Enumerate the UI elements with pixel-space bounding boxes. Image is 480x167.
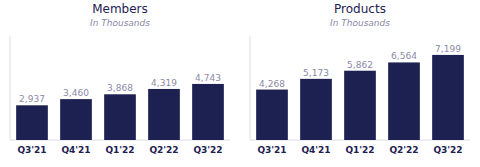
bar — [300, 79, 332, 140]
data-label: 5,173 — [303, 68, 329, 78]
data-label: 3,868 — [107, 83, 133, 93]
data-label: 2,937 — [19, 94, 45, 104]
x-tick-label: Q3'21 — [17, 145, 46, 155]
data-label: 7,199 — [435, 44, 461, 54]
x-tick-label: Q3'22 — [193, 145, 222, 155]
y-axis-line — [250, 36, 251, 140]
group-subtitle: In Thousands — [330, 18, 390, 28]
data-label: 5,862 — [347, 60, 373, 70]
x-tick-label: Q3'21 — [257, 145, 286, 155]
chart: Members In Thousands 2,937 Q3'21 3,460 Q4'21 3… — [0, 0, 480, 167]
bar — [344, 71, 376, 140]
x-tick-label: Q1'22 — [105, 145, 134, 155]
bar — [60, 99, 92, 140]
y-axis-line — [10, 36, 11, 140]
bar — [388, 62, 420, 140]
group-title: Products — [334, 2, 386, 16]
data-label: 4,743 — [195, 73, 221, 83]
group-subtitle: In Thousands — [90, 18, 150, 28]
data-label: 3,460 — [63, 88, 89, 98]
data-label: 6,564 — [391, 51, 417, 61]
bar — [256, 90, 288, 140]
group-title: Members — [92, 2, 148, 16]
x-tick-label: Q4'21 — [61, 145, 90, 155]
x-tick-label: Q1'22 — [345, 145, 374, 155]
data-label: 4,268 — [259, 79, 285, 89]
bar — [16, 105, 48, 140]
data-label: 4,319 — [151, 78, 177, 88]
x-tick-label: Q4'21 — [301, 145, 330, 155]
bar — [192, 84, 224, 140]
bar — [104, 94, 136, 140]
bars — [16, 84, 224, 140]
bar — [148, 89, 180, 140]
x-tick-label: Q2'22 — [389, 145, 418, 155]
bar — [432, 55, 464, 140]
x-tick-label: Q3'22 — [433, 145, 462, 155]
bars — [256, 55, 464, 140]
x-tick-label: Q2'22 — [149, 145, 178, 155]
